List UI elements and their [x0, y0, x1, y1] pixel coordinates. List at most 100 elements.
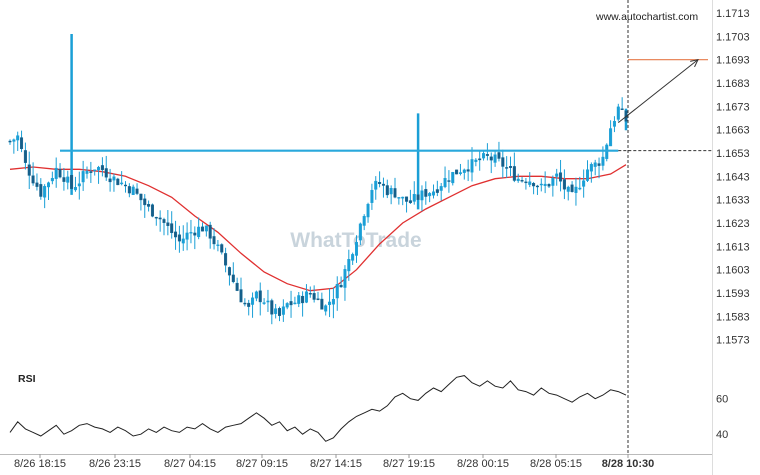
- candle-body: [112, 176, 116, 181]
- candle-body: [73, 187, 77, 191]
- candle-body: [220, 244, 224, 253]
- candle-body: [582, 180, 586, 187]
- candle-body: [281, 306, 285, 315]
- y-tick-label: 1.1673: [716, 101, 750, 113]
- x-tick-label: 8/27 09:15: [236, 458, 288, 470]
- level-layer: [60, 0, 712, 454]
- candle-body: [120, 182, 124, 185]
- y-tick-label: 1.1653: [716, 148, 750, 160]
- x-tick-label: 8/28 00:15: [457, 458, 509, 470]
- y-tick-label: 1.1623: [716, 218, 750, 230]
- candle-body: [374, 180, 378, 190]
- candle-body: [597, 163, 601, 166]
- candle-body: [447, 180, 451, 182]
- candle-body: [227, 267, 231, 276]
- candle-body: [543, 183, 547, 186]
- y-tick-label: 1.1593: [716, 288, 750, 300]
- y-tick-label: 1.1633: [716, 195, 750, 207]
- candle-body: [385, 185, 389, 196]
- candle-body: [50, 178, 54, 182]
- candle-body: [89, 171, 93, 173]
- candle-body: [312, 293, 316, 300]
- candle-body: [347, 259, 351, 272]
- candle-body: [420, 190, 424, 201]
- x-tick-label: 8/27 19:15: [383, 458, 435, 470]
- candle-body: [135, 188, 139, 194]
- candle-body: [189, 232, 193, 234]
- candle-body: [455, 169, 459, 175]
- candle-body: [524, 181, 528, 184]
- candle-body: [355, 241, 359, 256]
- grid-layer: [0, 0, 713, 475]
- candle-body: [451, 171, 455, 184]
- candle-body: [405, 196, 409, 202]
- candle-body: [578, 187, 582, 190]
- candle-body: [77, 183, 81, 187]
- candle-body: [370, 189, 374, 203]
- candle-body: [389, 188, 393, 195]
- candles-layer: [8, 34, 628, 325]
- candle-body: [393, 188, 397, 198]
- candle-body: [320, 298, 324, 310]
- candle-body: [358, 223, 362, 241]
- candle-body: [251, 297, 255, 305]
- y-tick-label: 1.1683: [716, 78, 750, 90]
- candle-body: [297, 295, 301, 304]
- candle-body: [216, 244, 220, 247]
- candle-body: [381, 183, 385, 186]
- candle-body: [532, 183, 536, 187]
- candle-body: [97, 166, 101, 171]
- candle-body: [181, 238, 185, 244]
- candle-body: [12, 139, 16, 142]
- forecast-arrow-line: [617, 59, 699, 124]
- candle-body: [16, 135, 20, 141]
- candle-body: [335, 284, 339, 299]
- candle-body: [193, 232, 197, 236]
- candle-body: [258, 290, 262, 303]
- candle-body: [324, 305, 328, 312]
- rsi-label: RSI: [18, 373, 36, 385]
- candle-body: [154, 216, 158, 219]
- candle-body: [70, 175, 74, 189]
- candle-body: [428, 193, 432, 197]
- candle-body: [605, 144, 609, 159]
- y-tick-label: 1.1603: [716, 265, 750, 277]
- candle-body: [509, 166, 513, 168]
- candle-body: [93, 169, 97, 171]
- candle-body: [466, 169, 470, 172]
- candle-body: [559, 172, 563, 182]
- forecast-arrowhead: [690, 58, 699, 68]
- candle-body: [458, 172, 462, 174]
- candle-body: [555, 173, 559, 177]
- x-tick-label: 8/27 14:15: [310, 458, 362, 470]
- candle-body: [243, 302, 247, 305]
- candle-body: [470, 159, 474, 173]
- candle-body: [170, 223, 174, 234]
- candle-body: [85, 170, 89, 174]
- candle-body: [528, 181, 532, 185]
- candle-body: [535, 185, 539, 188]
- candle-body: [474, 159, 478, 162]
- candle-body: [47, 182, 51, 188]
- y-tick-label: 1.1713: [716, 8, 750, 20]
- candle-body: [35, 182, 39, 187]
- candle-body: [620, 108, 624, 110]
- candle-body: [343, 269, 347, 288]
- candle-body: [539, 183, 543, 186]
- candle-body: [20, 137, 24, 150]
- candle-body: [616, 106, 620, 120]
- x-tick-label: 8/28 05:15: [530, 458, 582, 470]
- candle-body: [489, 156, 493, 161]
- candle-body: [439, 186, 443, 191]
- candle-body: [162, 219, 166, 223]
- candle-body: [81, 171, 85, 183]
- candle-body: [443, 178, 447, 188]
- candle-body: [408, 200, 412, 204]
- candle-body: [200, 226, 204, 232]
- x-tick-label: 8/26 23:15: [89, 458, 141, 470]
- y-tick-label: 1.1703: [716, 31, 750, 43]
- y-tick-label: 1.1573: [716, 335, 750, 347]
- candle-body: [204, 225, 208, 232]
- candle-body: [574, 186, 578, 193]
